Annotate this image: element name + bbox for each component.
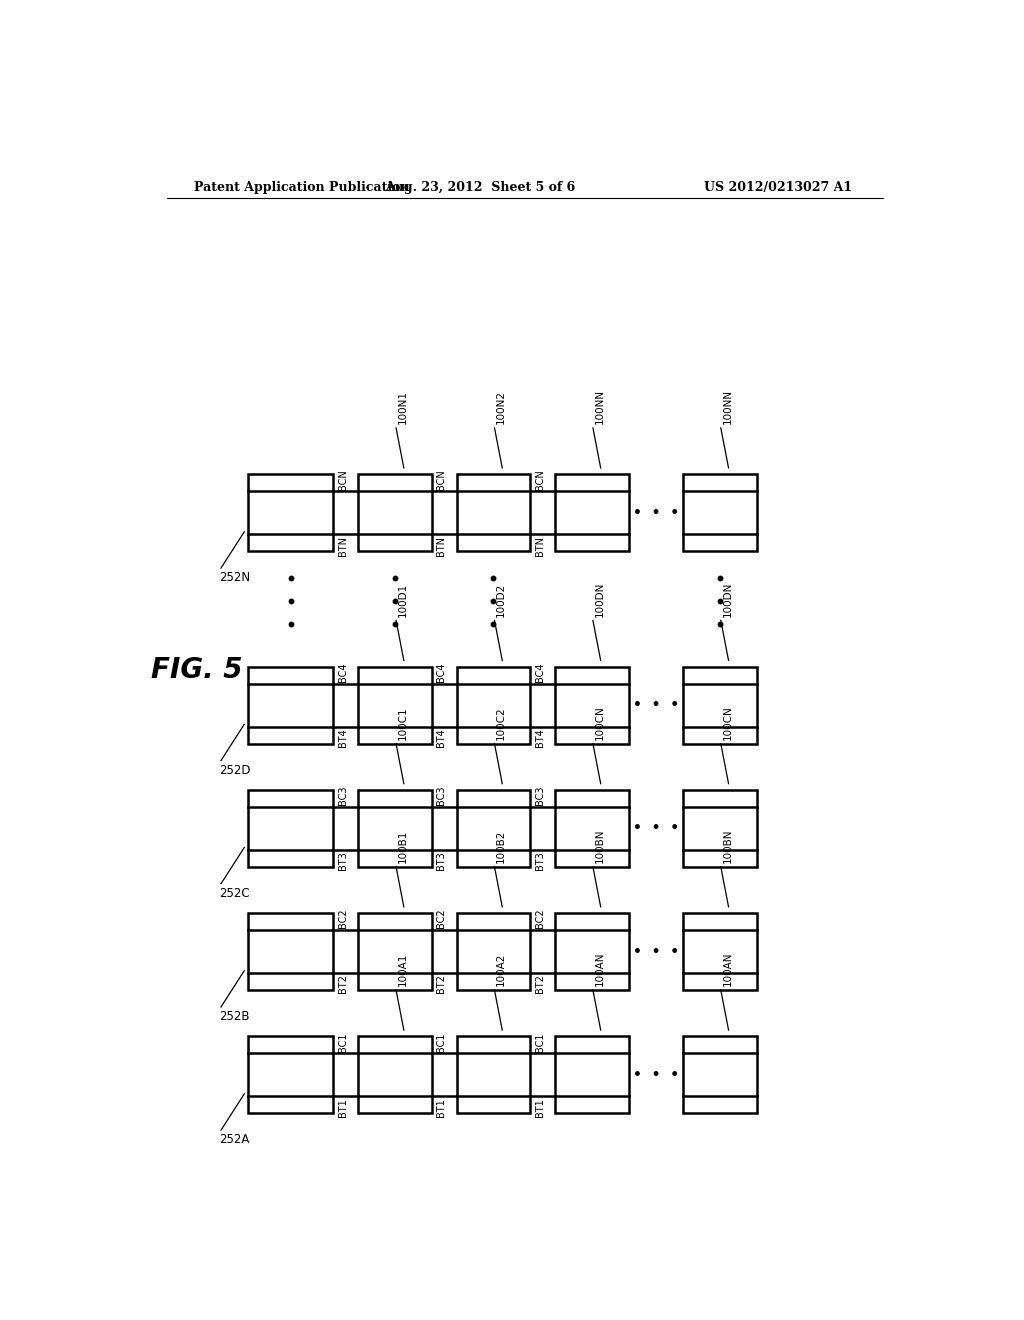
Text: BC2: BC2 <box>436 908 446 928</box>
Bar <box>555 667 629 743</box>
Bar <box>555 913 629 990</box>
Text: 100NN: 100NN <box>722 389 732 424</box>
Text: 100C2: 100C2 <box>496 706 506 739</box>
Text: BTN: BTN <box>535 536 545 556</box>
Text: BT3: BT3 <box>535 851 545 870</box>
Text: 100DN: 100DN <box>722 581 732 616</box>
Text: 100N2: 100N2 <box>496 389 506 424</box>
Text: 252A: 252A <box>219 1133 249 1146</box>
Text: BT2: BT2 <box>338 974 348 994</box>
Text: BT3: BT3 <box>436 851 446 870</box>
Text: 100A1: 100A1 <box>397 953 408 986</box>
Text: BT3: BT3 <box>338 851 348 870</box>
Text: BC3: BC3 <box>436 785 446 805</box>
Text: BT1: BT1 <box>338 1098 348 1117</box>
Text: BC2: BC2 <box>535 908 545 928</box>
Bar <box>358 913 432 990</box>
Text: 100C1: 100C1 <box>397 706 408 739</box>
Text: 100CN: 100CN <box>722 705 732 739</box>
Text: 100A2: 100A2 <box>496 953 506 986</box>
Text: 100DN: 100DN <box>595 581 604 616</box>
Text: BT4: BT4 <box>338 729 348 747</box>
Text: 100CN: 100CN <box>595 705 604 739</box>
Text: FIG. 5: FIG. 5 <box>152 656 243 685</box>
Bar <box>358 1036 432 1113</box>
Bar <box>358 789 432 867</box>
Text: BT2: BT2 <box>535 974 545 994</box>
Bar <box>555 789 629 867</box>
Text: 100AN: 100AN <box>722 952 732 986</box>
Text: 100D2: 100D2 <box>496 582 506 616</box>
Text: 100BN: 100BN <box>595 829 604 863</box>
Text: BCN: BCN <box>338 469 348 490</box>
Text: BT1: BT1 <box>436 1098 446 1117</box>
Bar <box>683 913 757 990</box>
Text: BCN: BCN <box>535 469 545 490</box>
Text: BC1: BC1 <box>436 1032 446 1052</box>
Text: Aug. 23, 2012  Sheet 5 of 6: Aug. 23, 2012 Sheet 5 of 6 <box>385 181 575 194</box>
Text: 100N1: 100N1 <box>397 389 408 424</box>
Bar <box>555 1036 629 1113</box>
Bar <box>248 667 334 743</box>
Text: BC4: BC4 <box>436 663 446 682</box>
Text: 252B: 252B <box>219 1010 249 1023</box>
Text: BT2: BT2 <box>436 974 446 994</box>
Bar <box>248 789 334 867</box>
Text: BCN: BCN <box>436 469 446 490</box>
Text: 100AN: 100AN <box>595 952 604 986</box>
Text: 100D1: 100D1 <box>397 582 408 616</box>
Bar <box>683 789 757 867</box>
Text: 252N: 252N <box>219 572 250 585</box>
Text: 100B1: 100B1 <box>397 829 408 863</box>
Bar <box>457 1036 530 1113</box>
Text: BTN: BTN <box>436 536 446 556</box>
Text: 100BN: 100BN <box>722 829 732 863</box>
Text: BC4: BC4 <box>338 663 348 682</box>
Bar <box>683 474 757 552</box>
Text: BT4: BT4 <box>535 729 545 747</box>
Bar <box>248 913 334 990</box>
Text: •  •  •: • • • <box>633 698 679 711</box>
Text: 100B2: 100B2 <box>496 829 506 863</box>
Bar <box>457 913 530 990</box>
Bar <box>457 667 530 743</box>
Text: BC2: BC2 <box>338 908 348 928</box>
Text: BC1: BC1 <box>338 1032 348 1052</box>
Bar <box>683 667 757 743</box>
Bar <box>683 1036 757 1113</box>
Text: Patent Application Publication: Patent Application Publication <box>194 181 410 194</box>
Text: •  •  •: • • • <box>633 1068 679 1081</box>
Text: BC1: BC1 <box>535 1032 545 1052</box>
Text: 252D: 252D <box>219 763 250 776</box>
Text: •  •  •: • • • <box>633 506 679 520</box>
Bar <box>248 1036 334 1113</box>
Text: BT1: BT1 <box>535 1098 545 1117</box>
Bar <box>457 474 530 552</box>
Text: BC3: BC3 <box>535 785 545 805</box>
Bar <box>248 474 334 552</box>
Bar <box>358 667 432 743</box>
Text: BTN: BTN <box>338 536 348 556</box>
Bar <box>555 474 629 552</box>
Text: •  •  •: • • • <box>633 821 679 836</box>
Text: BT4: BT4 <box>436 729 446 747</box>
Text: 100NN: 100NN <box>595 389 604 424</box>
Text: 252C: 252C <box>219 887 249 900</box>
Bar <box>358 474 432 552</box>
Text: BC4: BC4 <box>535 663 545 682</box>
Text: BC3: BC3 <box>338 785 348 805</box>
Bar <box>457 789 530 867</box>
Text: •  •  •: • • • <box>633 945 679 958</box>
Text: US 2012/0213027 A1: US 2012/0213027 A1 <box>705 181 853 194</box>
